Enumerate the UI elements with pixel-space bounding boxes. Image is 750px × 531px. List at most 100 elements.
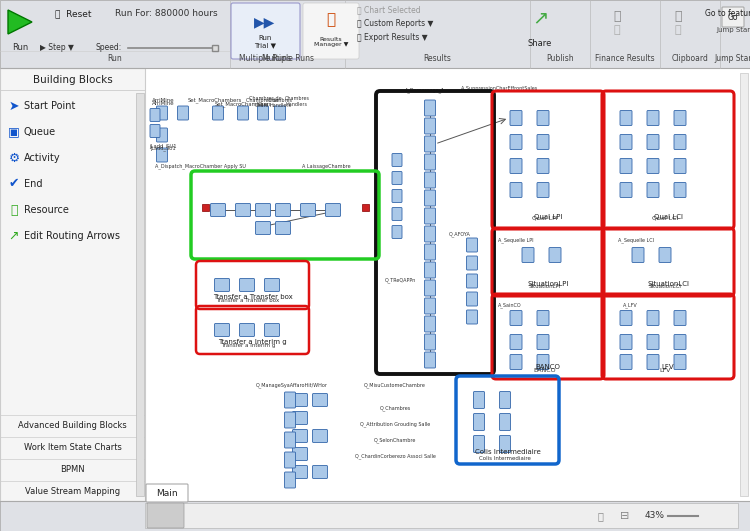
Text: Transfer a Interim g: Transfer a Interim g [218, 339, 286, 345]
FancyBboxPatch shape [424, 244, 436, 260]
FancyBboxPatch shape [424, 280, 436, 296]
Text: SituationLPI: SituationLPI [529, 285, 561, 289]
FancyBboxPatch shape [500, 391, 511, 408]
Text: Value Stream Mapping: Value Stream Mapping [25, 486, 120, 495]
Bar [362, 203, 368, 210]
FancyBboxPatch shape [424, 298, 436, 314]
FancyBboxPatch shape [510, 335, 522, 349]
Text: BANCO: BANCO [536, 364, 560, 370]
FancyBboxPatch shape [265, 323, 280, 337]
FancyBboxPatch shape [674, 110, 686, 125]
Text: Finance Results: Finance Results [596, 54, 655, 63]
FancyBboxPatch shape [537, 110, 549, 125]
Text: Qual LPI: Qual LPI [532, 216, 558, 220]
Text: Chambres
Handlers: Chambres Handlers [285, 96, 310, 107]
FancyBboxPatch shape [537, 134, 549, 150]
FancyBboxPatch shape [620, 355, 632, 370]
Text: SituationLCI: SituationLCI [649, 285, 682, 289]
Text: Q_ChardinCorberezo Associ Salle: Q_ChardinCorberezo Associ Salle [355, 453, 436, 459]
FancyBboxPatch shape [0, 68, 145, 501]
FancyBboxPatch shape [146, 484, 188, 502]
FancyBboxPatch shape [510, 311, 522, 326]
Text: Set_MacroChambers: Set_MacroChambers [188, 97, 242, 103]
FancyBboxPatch shape [150, 124, 160, 138]
FancyBboxPatch shape [500, 414, 511, 431]
Text: Transfer a Transfer box: Transfer a Transfer box [216, 297, 280, 303]
Text: Q_ManageSyaAffaroHit/WHor: Q_ManageSyaAffaroHit/WHor [256, 382, 328, 388]
Text: 📊 Custom Reports ▼: 📊 Custom Reports ▼ [357, 20, 434, 29]
Text: Clipboard: Clipboard [671, 54, 709, 63]
Text: A_Sequelle LCI: A_Sequelle LCI [618, 237, 654, 243]
FancyBboxPatch shape [292, 393, 308, 407]
FancyBboxPatch shape [510, 110, 522, 125]
Text: ⏮  Reset: ⏮ Reset [55, 10, 92, 19]
Text: Edit Routing Arrows: Edit Routing Arrows [24, 231, 120, 241]
Text: Go to feature.: Go to feature. [705, 10, 750, 19]
FancyBboxPatch shape [424, 100, 436, 116]
Text: Share: Share [528, 39, 552, 48]
FancyBboxPatch shape [674, 311, 686, 326]
Text: ➤: ➤ [9, 99, 20, 113]
FancyBboxPatch shape [214, 278, 230, 292]
FancyBboxPatch shape [211, 203, 226, 217]
FancyBboxPatch shape [284, 392, 296, 408]
FancyBboxPatch shape [424, 334, 436, 350]
FancyBboxPatch shape [647, 183, 659, 198]
FancyBboxPatch shape [424, 154, 436, 170]
FancyBboxPatch shape [647, 355, 659, 370]
FancyBboxPatch shape [632, 247, 644, 262]
FancyBboxPatch shape [674, 158, 686, 174]
FancyBboxPatch shape [214, 323, 230, 337]
FancyBboxPatch shape [510, 355, 522, 370]
FancyBboxPatch shape [0, 501, 750, 531]
Text: A_Dispatch_MacroChamber Apply SU: A_Dispatch_MacroChamber Apply SU [154, 163, 245, 169]
Text: 📊: 📊 [326, 13, 335, 28]
FancyBboxPatch shape [150, 108, 160, 122]
FancyBboxPatch shape [522, 247, 534, 262]
FancyBboxPatch shape [473, 391, 484, 408]
Text: jLadd_SU1: jLadd_SU1 [150, 145, 176, 151]
FancyBboxPatch shape [238, 106, 248, 120]
FancyBboxPatch shape [537, 355, 549, 370]
FancyBboxPatch shape [284, 412, 296, 428]
FancyBboxPatch shape [239, 323, 254, 337]
Text: A_SuppressionCharEffrontSales: A_SuppressionCharEffrontSales [461, 85, 538, 91]
FancyBboxPatch shape [256, 221, 271, 235]
FancyBboxPatch shape [157, 128, 167, 142]
Text: Building Blocks: Building Blocks [33, 75, 112, 85]
Text: Queue: Queue [24, 127, 56, 137]
Text: Results: Results [424, 54, 451, 63]
FancyBboxPatch shape [537, 335, 549, 349]
Text: Start Point: Start Point [24, 101, 75, 111]
Text: ▣: ▣ [8, 125, 20, 139]
FancyBboxPatch shape [466, 292, 478, 306]
Text: Activity: Activity [24, 153, 61, 163]
FancyBboxPatch shape [284, 452, 296, 468]
Text: BANCO: BANCO [534, 367, 556, 373]
Text: 📋 Export Results ▼: 📋 Export Results ▼ [357, 33, 428, 42]
Text: LFV: LFV [659, 367, 670, 373]
FancyBboxPatch shape [424, 190, 436, 206]
Text: A_LaissageChambre: A_LaissageChambre [302, 163, 352, 169]
Text: Qual LCI: Qual LCI [653, 214, 682, 220]
Text: Qual LCI: Qual LCI [652, 216, 678, 220]
Bar [202, 203, 208, 210]
FancyBboxPatch shape [392, 190, 402, 202]
Text: Jump Start: Jump Start [716, 27, 750, 33]
Text: Q_Chambres: Q_Chambres [380, 405, 411, 411]
Text: SituationLPI: SituationLPI [527, 281, 568, 287]
Text: Chambres
Handlers: Chambres Handlers [268, 98, 292, 108]
Text: Colis Intermediaire: Colis Intermediaire [475, 449, 540, 455]
FancyBboxPatch shape [537, 311, 549, 326]
FancyBboxPatch shape [292, 448, 308, 460]
FancyBboxPatch shape [392, 208, 402, 220]
FancyBboxPatch shape [136, 93, 144, 496]
FancyBboxPatch shape [674, 355, 686, 370]
FancyBboxPatch shape [284, 472, 296, 488]
FancyBboxPatch shape [466, 274, 478, 288]
FancyBboxPatch shape [647, 311, 659, 326]
Text: Publish: Publish [546, 54, 574, 63]
FancyBboxPatch shape [284, 432, 296, 448]
FancyBboxPatch shape [157, 148, 167, 162]
FancyBboxPatch shape [466, 238, 478, 252]
